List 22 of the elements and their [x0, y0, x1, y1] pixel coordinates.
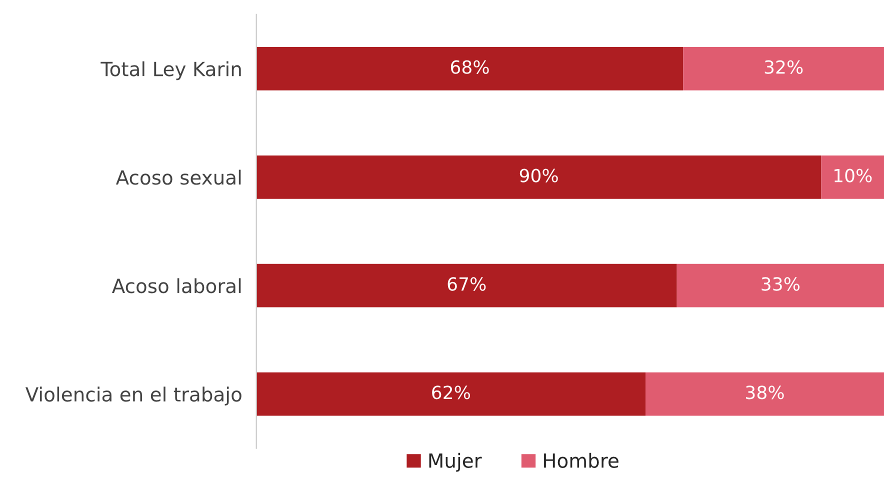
bar — [256, 372, 646, 416]
bar — [821, 155, 884, 199]
bar — [256, 264, 677, 308]
data-label: 32% — [764, 60, 803, 74]
y-tick-label: Acoso sexual — [116, 170, 241, 185]
bar — [676, 264, 884, 308]
bar — [683, 46, 884, 90]
y-tick-label: Total Ley Karin — [100, 61, 241, 80]
data-label: 67% — [448, 277, 486, 291]
data-label: 90% — [520, 168, 558, 182]
legend-label: Mujer — [429, 452, 482, 472]
data-label: 33% — [762, 277, 800, 291]
bar — [645, 372, 884, 416]
bar — [256, 155, 822, 199]
bar — [256, 46, 684, 90]
data-label: 10% — [834, 168, 872, 182]
y-tick-label: Violencia en el trabajo — [25, 386, 242, 406]
data-label: 68% — [450, 60, 489, 74]
y-tick-label: Acoso laboral — [112, 278, 241, 294]
data-label: 38% — [746, 386, 784, 400]
legend-label: Hombre — [544, 452, 618, 468]
data-label: 62% — [432, 386, 470, 400]
